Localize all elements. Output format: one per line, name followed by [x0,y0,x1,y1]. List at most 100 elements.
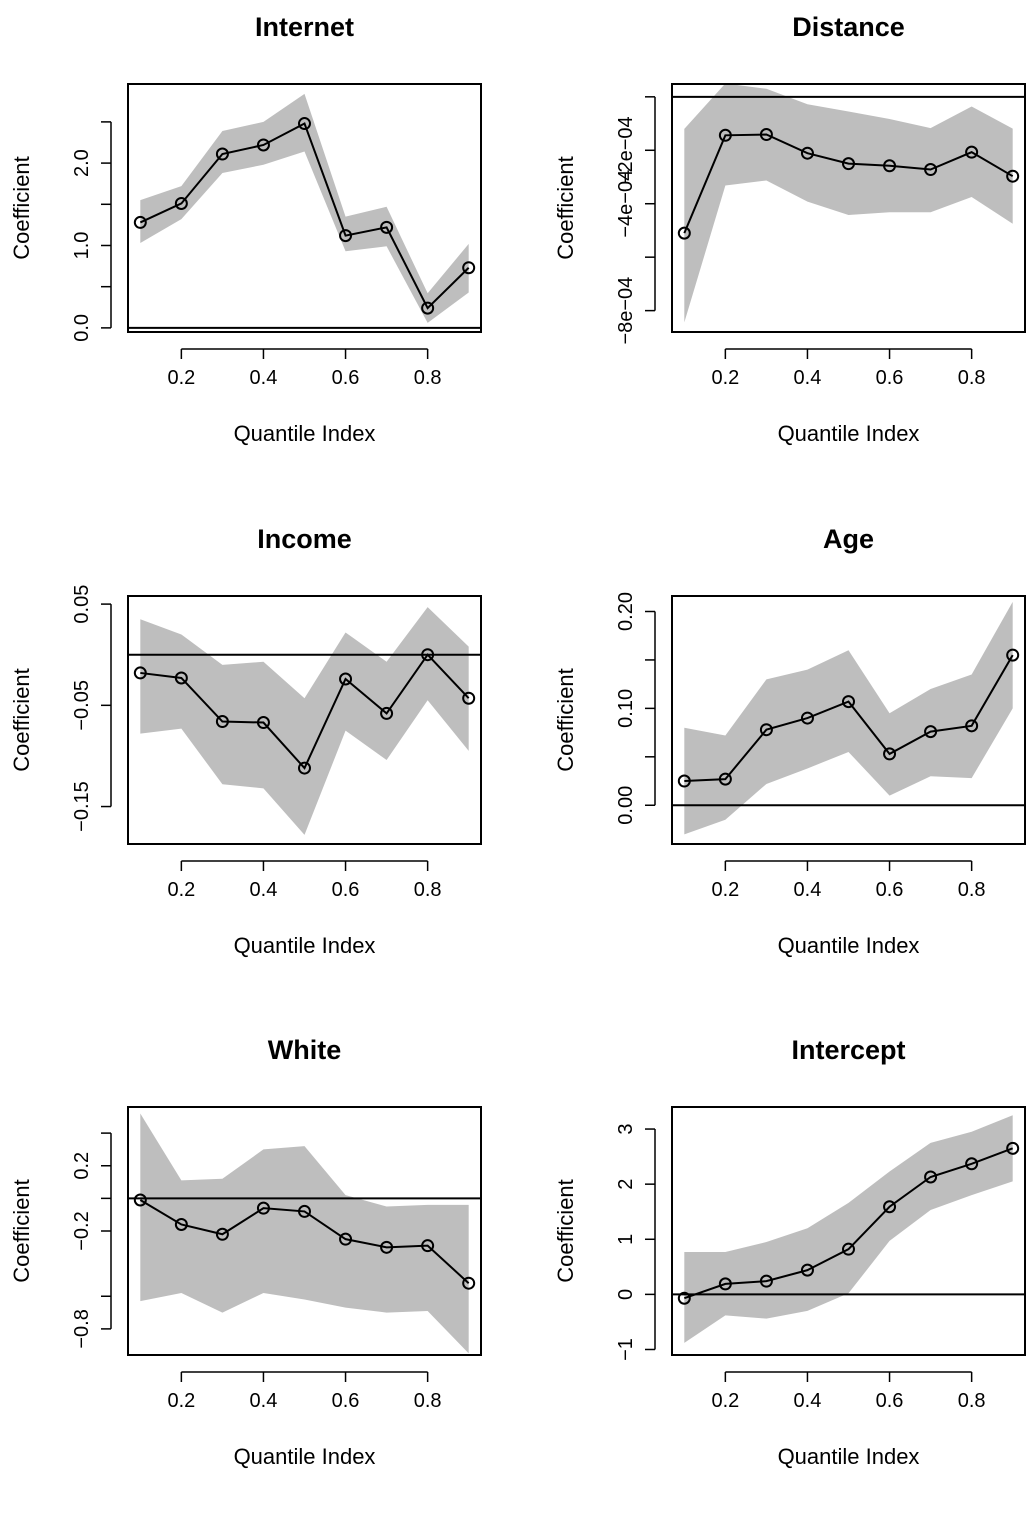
data-point [133,215,147,229]
data-point [462,691,476,705]
x-axis-label: Quantile Index [778,933,920,958]
x-tick-label: 0.2 [167,1390,195,1412]
estimate-line [139,122,470,310]
data-point [174,671,188,685]
data-point [133,666,147,680]
x-axis-label: Quantile Index [234,933,376,958]
data-point [215,715,229,729]
x-tick-label: 0.2 [711,367,739,389]
data-point [462,1276,476,1290]
y-tick-label: −4e−04 [615,170,637,238]
plot-content [672,84,1025,323]
data-point [298,761,311,775]
x-tick-label: 0.8 [414,1390,442,1412]
data-point [759,723,773,737]
data-point [174,196,188,210]
chart-title: White [268,1035,342,1065]
x-tick-label: 0.8 [958,1390,986,1412]
y-tick-label: 0 [615,1289,637,1300]
data-point [883,1200,897,1214]
plot-content [672,1115,1025,1343]
y-tick-label: 0.20 [615,592,637,631]
data-point [256,1201,270,1215]
y-tick-label: 2 [615,1179,637,1190]
chart-internet: 0.2 0.4 0.6 0.8 0.0 1.0 2.0 Internet Quantile In… [9,12,482,446]
x-axis: 0.2 0.4 0.6 0.8 [711,860,986,901]
data-point [800,711,814,725]
x-axis: 0.2 0.4 0.6 0.8 [167,860,442,901]
x-tick-label: 0.4 [250,1390,278,1412]
chart-intercept: 0.2 0.4 0.6 0.8 −1 0 1 2 3 Intercept Quantile Inde… [553,1035,1026,1469]
panel-white: 0.2 0.4 0.6 0.8 −0.8 −0.2 0.2 White Quantile Ind… [0,1023,514,1516]
plot-content [128,607,481,835]
y-axis: −1 0 1 2 3 [615,1123,656,1361]
data-point [256,138,270,152]
data-point [298,1204,311,1218]
y-tick-label: −0.2 [71,1211,93,1250]
y-axis: −0.15 −0.05 0.05 [71,585,112,832]
chart-title: Internet [255,12,354,42]
y-axis: −0.8 −0.2 0.2 [71,1132,112,1349]
x-tick-label: 0.8 [414,879,442,901]
data-point [677,1291,691,1305]
plot-content [128,1113,481,1354]
data-point [380,1240,394,1254]
x-axis: 0.2 0.4 0.6 0.8 [711,1371,986,1412]
data-point [759,1274,773,1288]
x-axis: 0.2 0.4 0.6 0.8 [167,1371,442,1412]
x-tick-label: 0.4 [794,367,822,389]
data-point [924,725,938,739]
y-axis: 0.0 1.0 2.0 [71,121,112,342]
x-tick-label: 0.2 [711,879,739,901]
x-axis-label: Quantile Index [234,421,376,446]
x-tick-label: 0.4 [794,1390,822,1412]
y-tick-label: −0.8 [71,1309,93,1348]
data-point [883,747,897,761]
data-point [842,1242,855,1256]
x-tick-label: 0.4 [794,879,822,901]
data-point [924,163,938,177]
x-tick-label: 0.6 [332,367,360,389]
x-axis-label: Quantile Index [778,1444,920,1469]
x-tick-label: 0.6 [876,1390,904,1412]
x-axis: 0.2 0.4 0.6 0.8 [711,348,986,389]
y-tick-label: −0.05 [71,680,93,731]
data-point [759,128,773,142]
x-tick-label: 0.6 [876,367,904,389]
confidence-band [684,84,1013,323]
confidence-band [140,93,469,323]
x-tick-label: 0.2 [167,879,195,901]
data-point [800,1263,814,1277]
data-point [718,128,732,142]
data-point [339,229,353,243]
data-point [677,226,691,240]
y-tick-label: 0.05 [71,585,93,624]
estimate-line [684,654,1014,783]
panel-distance: 0.2 0.4 0.6 0.8 −8e−04 −4e−04 −2e−04 Distance Qu… [544,0,1029,493]
x-tick-label: 0.6 [876,879,904,901]
estimate-line [139,1199,470,1284]
data-point [1006,169,1020,183]
coefficient-figure: 0.2 0.4 0.6 0.8 0.0 1.0 2.0 Internet Quantile In… [0,0,1029,1469]
panel-intercept: 0.2 0.4 0.6 0.8 −1 0 1 2 3 Intercept Quantile Inde… [544,1023,1029,1516]
data-point [421,648,435,662]
chart-age: 0.2 0.4 0.6 0.8 0.00 0.10 0.20 Age Quantile Inde… [553,524,1026,958]
data-point [1006,648,1020,662]
y-axis-label: Coefficient [9,1179,34,1283]
y-tick-label: 1.0 [71,232,93,260]
y-axis: −8e−04 −4e−04−2e−04 [615,96,656,345]
x-tick-label: 0.6 [332,879,360,901]
x-axis-label: Quantile Index [234,1444,376,1469]
confidence-band [684,1115,1013,1343]
y-axis-label: Coefficient [553,156,578,260]
x-tick-label: 0.8 [958,879,986,901]
panel-internet: 0.2 0.4 0.6 0.8 0.0 1.0 2.0 Internet Quantile In… [0,0,514,493]
data-point [421,1239,435,1253]
y-tick-label: 3 [615,1123,637,1134]
plot-frame [127,83,482,333]
data-point [339,1232,353,1246]
plot-frame [127,1106,482,1356]
data-point [339,672,353,686]
estimate-line [683,133,1014,234]
y-tick-label: −8e−04 [615,277,637,345]
